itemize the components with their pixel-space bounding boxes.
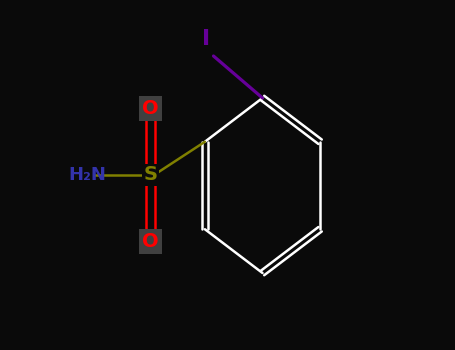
Text: H₂N: H₂N xyxy=(69,166,106,184)
Text: S: S xyxy=(143,166,157,184)
Text: O: O xyxy=(142,99,159,118)
Text: O: O xyxy=(142,232,159,251)
Text: I: I xyxy=(202,29,211,49)
